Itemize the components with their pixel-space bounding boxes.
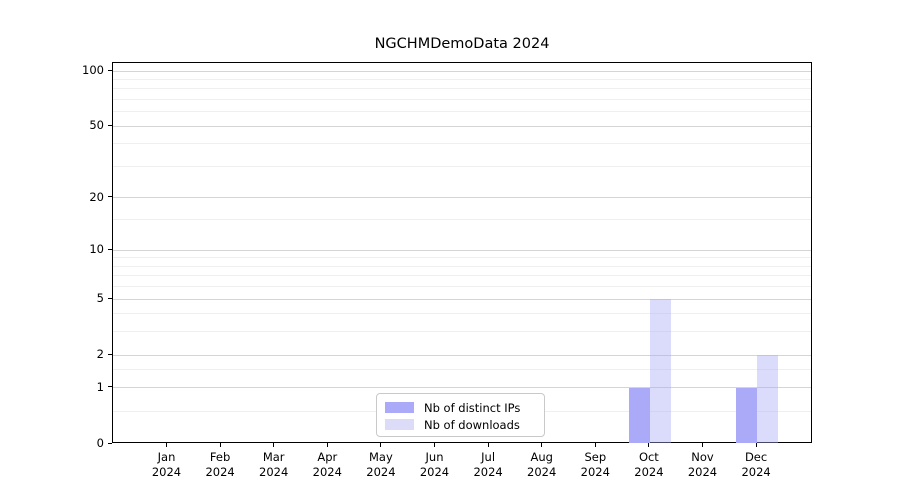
- y-minor-gridline: [113, 286, 811, 288]
- legend-item-downloads: Nb of downloads: [385, 416, 536, 433]
- y-major-gridline: [113, 197, 811, 199]
- legend-item-distinct-ips: Nb of distinct IPs: [385, 399, 536, 416]
- x-tick-label: Jun 2024: [419, 450, 450, 479]
- y-minor-gridline: [113, 143, 811, 145]
- y-major-gridline: [113, 249, 811, 251]
- x-tick-label: Oct 2024: [634, 450, 664, 479]
- y-minor-gridline: [113, 78, 811, 80]
- legend-swatch-downloads: [385, 419, 414, 430]
- y-tick-label: 0: [96, 436, 104, 450]
- y-minor-gridline: [113, 111, 811, 113]
- y-major-gridline: [113, 125, 811, 127]
- legend-label-downloads: Nb of downloads: [424, 417, 520, 432]
- x-tick-label: Jan 2024: [151, 450, 182, 479]
- x-tick-label: Jul 2024: [473, 450, 503, 479]
- x-tick-label: Dec 2024: [741, 450, 771, 479]
- legend-label-distinct-ips: Nb of distinct IPs: [424, 400, 521, 415]
- y-tick-label: 20: [89, 189, 104, 204]
- y-major-gridline: [113, 298, 811, 300]
- y-minor-gridline: [113, 165, 811, 167]
- chart-title: NGCHMDemoData 2024: [374, 36, 550, 52]
- y-minor-gridline: [113, 257, 811, 259]
- x-tick-label: Mar 2024: [259, 450, 289, 479]
- bar-distinct-ips-oct: [628, 387, 650, 443]
- y-tick-mark: [108, 353, 112, 355]
- y-tick-mark: [108, 196, 112, 198]
- y-tick-mark: [108, 124, 112, 126]
- x-tick-label: Feb 2024: [205, 450, 235, 479]
- plot-area: [112, 62, 812, 443]
- y-tick-label: 1: [96, 379, 104, 394]
- x-tick-label: May 2024: [366, 450, 396, 479]
- legend-swatch-distinct-ips: [385, 402, 414, 413]
- x-tick-mark: [487, 443, 489, 447]
- x-tick-label: Nov 2024: [687, 450, 718, 479]
- bar-downloads-oct: [649, 299, 671, 443]
- x-tick-mark: [755, 443, 757, 447]
- x-tick-mark: [326, 443, 328, 447]
- bar-downloads-dec: [757, 355, 779, 443]
- y-minor-gridline: [113, 98, 811, 100]
- x-tick-label: Apr 2024: [312, 450, 342, 479]
- y-tick-mark: [108, 386, 112, 388]
- y-minor-gridline: [113, 369, 811, 371]
- y-tick-label: 5: [96, 291, 104, 306]
- y-tick-label: 100: [82, 63, 104, 77]
- y-tick-label: 10: [89, 242, 104, 257]
- x-tick-mark: [219, 443, 221, 447]
- y-tick-mark: [108, 248, 112, 250]
- y-minor-gridline: [113, 219, 811, 221]
- x-tick-label: Sep 2024: [580, 450, 610, 479]
- y-minor-gridline: [113, 313, 811, 315]
- x-tick-label: Aug 2024: [527, 450, 557, 479]
- bar-distinct-ips-dec: [736, 387, 758, 443]
- x-tick-mark: [434, 443, 435, 447]
- y-tick-label: 50: [89, 118, 104, 133]
- y-tick-mark: [108, 297, 112, 299]
- y-tick-mark: [108, 442, 112, 444]
- x-tick-mark: [541, 443, 543, 447]
- x-tick-mark: [273, 443, 275, 447]
- x-tick-mark: [702, 443, 703, 447]
- y-major-gridline: [113, 354, 811, 356]
- y-minor-gridline: [113, 265, 811, 267]
- y-major-gridline: [113, 70, 811, 72]
- x-tick-mark: [166, 443, 167, 447]
- y-tick-mark: [108, 69, 112, 71]
- legend: Nb of distinct IPs Nb of downloads: [376, 393, 545, 437]
- y-minor-gridline: [113, 88, 811, 90]
- x-tick-mark: [380, 443, 382, 447]
- y-major-gridline: [113, 387, 811, 389]
- y-tick-label: 2: [96, 347, 104, 362]
- y-minor-gridline: [113, 275, 811, 277]
- y-minor-gridline: [113, 331, 811, 333]
- x-tick-mark: [648, 443, 650, 447]
- x-tick-mark: [594, 443, 596, 447]
